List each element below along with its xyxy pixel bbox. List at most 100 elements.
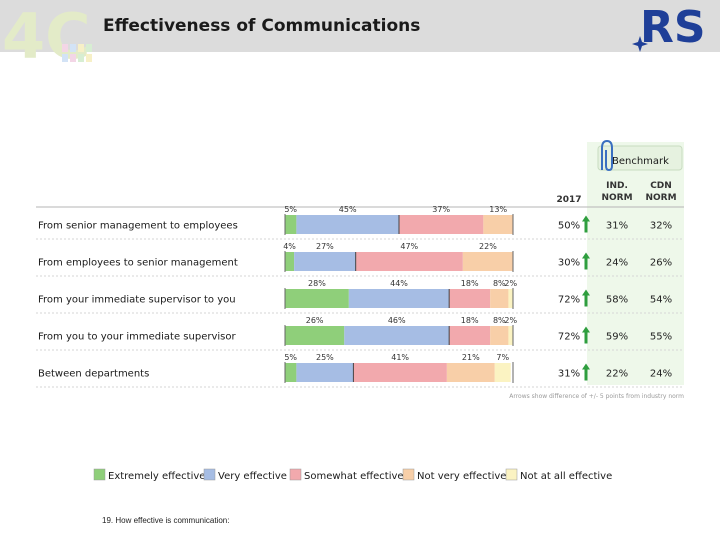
data-label: 41% xyxy=(391,353,409,362)
value-cdn-norm: 24% xyxy=(650,369,672,380)
up-arrow-icon xyxy=(582,289,590,307)
data-label: 44% xyxy=(390,279,408,288)
bar-segment xyxy=(449,289,491,308)
legend-swatch xyxy=(289,468,302,481)
legend-label: Very effective xyxy=(218,471,287,482)
logo-4c: 4C xyxy=(2,0,92,73)
bar-segment xyxy=(355,252,463,271)
page-title: Effectiveness of Communications xyxy=(103,16,421,36)
value-ind-norm: 58% xyxy=(606,295,628,306)
up-arrow-icon xyxy=(582,215,590,233)
legend-swatch xyxy=(93,468,106,481)
data-label: 46% xyxy=(388,316,406,325)
up-arrow-icon xyxy=(582,252,590,270)
data-label: 2% xyxy=(504,316,517,325)
bar-segment xyxy=(353,363,447,382)
value-ind-norm: 31% xyxy=(606,221,628,232)
bar-segment xyxy=(294,252,356,271)
bar-segment xyxy=(285,326,345,345)
value-ind-norm: 24% xyxy=(606,258,628,269)
bar-segment xyxy=(490,289,509,308)
data-label: 2% xyxy=(504,279,517,288)
data-label: 4% xyxy=(283,242,296,251)
up-arrow-icon xyxy=(582,363,590,381)
category-label: From employees to senior management xyxy=(38,258,238,269)
bar-segment xyxy=(296,215,399,234)
bar-segment xyxy=(348,289,450,308)
data-label: 13% xyxy=(489,205,507,214)
significance-note: Arrows show difference of +/- 5 points f… xyxy=(509,393,684,400)
bar-segment xyxy=(344,326,450,345)
data-label: 47% xyxy=(400,242,418,251)
data-label: 7% xyxy=(496,353,509,362)
value-2017: 72% xyxy=(558,332,580,343)
bar-segment xyxy=(449,326,491,345)
data-label: 18% xyxy=(461,279,479,288)
value-2017: 31% xyxy=(558,369,580,380)
bar-segment xyxy=(285,363,297,382)
data-label: 22% xyxy=(479,242,497,251)
legend-label: Somewhat effective xyxy=(304,471,404,482)
bar-segment xyxy=(399,215,484,234)
bar-segment xyxy=(494,363,511,382)
value-cdn-norm: 32% xyxy=(650,221,672,232)
logo-rs-text: RS xyxy=(640,2,706,53)
bar-segment xyxy=(462,252,513,271)
data-label: 25% xyxy=(316,353,334,362)
legend-label: Not at all effective xyxy=(520,471,612,482)
bar-segment xyxy=(508,289,513,308)
category-label: Between departments xyxy=(38,369,149,380)
legend-swatch xyxy=(203,468,216,481)
data-label: 5% xyxy=(284,205,297,214)
bar-segment xyxy=(285,252,295,271)
col-header-ind-1: IND. xyxy=(606,181,628,191)
category-label: From your immediate supervisor to you xyxy=(38,295,236,306)
col-header-2017: 2017 xyxy=(556,195,581,205)
footnote: 19. How effective is communication: xyxy=(102,516,230,525)
benchmark-tab xyxy=(597,145,683,171)
bar-segment xyxy=(285,289,349,308)
value-2017: 30% xyxy=(558,258,580,269)
data-label: 26% xyxy=(306,316,324,325)
bar-segment xyxy=(483,215,513,234)
data-label: 37% xyxy=(432,205,450,214)
data-label: 8% xyxy=(493,316,506,325)
value-cdn-norm: 54% xyxy=(650,295,672,306)
data-label: 8% xyxy=(493,279,506,288)
value-cdn-norm: 55% xyxy=(650,332,672,343)
legend: Extremely effective Very effective Somewha… xyxy=(93,468,612,482)
star-icon xyxy=(632,36,648,52)
bar-segment xyxy=(296,363,354,382)
paperclip-icon xyxy=(601,139,613,172)
legend-swatch xyxy=(505,468,518,481)
data-label: 18% xyxy=(461,316,479,325)
value-cdn-norm: 26% xyxy=(650,258,672,269)
value-2017: 72% xyxy=(558,295,580,306)
data-label: 45% xyxy=(339,205,357,214)
bar-segment xyxy=(508,326,513,345)
data-label: 27% xyxy=(316,242,334,251)
bar-segment xyxy=(490,326,509,345)
chart-rows: From senior management to employees 5% 45%… xyxy=(36,205,684,388)
data-label: 28% xyxy=(308,279,326,288)
legend-label: Not very effective xyxy=(417,471,506,482)
up-arrow-icon xyxy=(582,326,590,344)
col-header-cdn-1: CDN xyxy=(650,181,672,191)
col-header-ind-2: NORM xyxy=(601,193,632,203)
legend-label: Extremely effective xyxy=(108,471,205,482)
bar-segment xyxy=(285,215,297,234)
bar-segment xyxy=(446,363,495,382)
category-label: From senior management to employees xyxy=(38,221,238,232)
data-label: 5% xyxy=(284,353,297,362)
col-header-cdn-2: NORM xyxy=(645,193,676,203)
logo-rs: RS xyxy=(632,2,706,53)
data-label: 21% xyxy=(462,353,480,362)
legend-swatch xyxy=(402,468,415,481)
value-ind-norm: 59% xyxy=(606,332,628,343)
header-band xyxy=(0,0,720,52)
value-2017: 50% xyxy=(558,221,580,232)
value-ind-norm: 22% xyxy=(606,369,628,380)
benchmark-panel xyxy=(587,142,684,385)
category-label: From you to your immediate supervisor xyxy=(38,332,236,343)
